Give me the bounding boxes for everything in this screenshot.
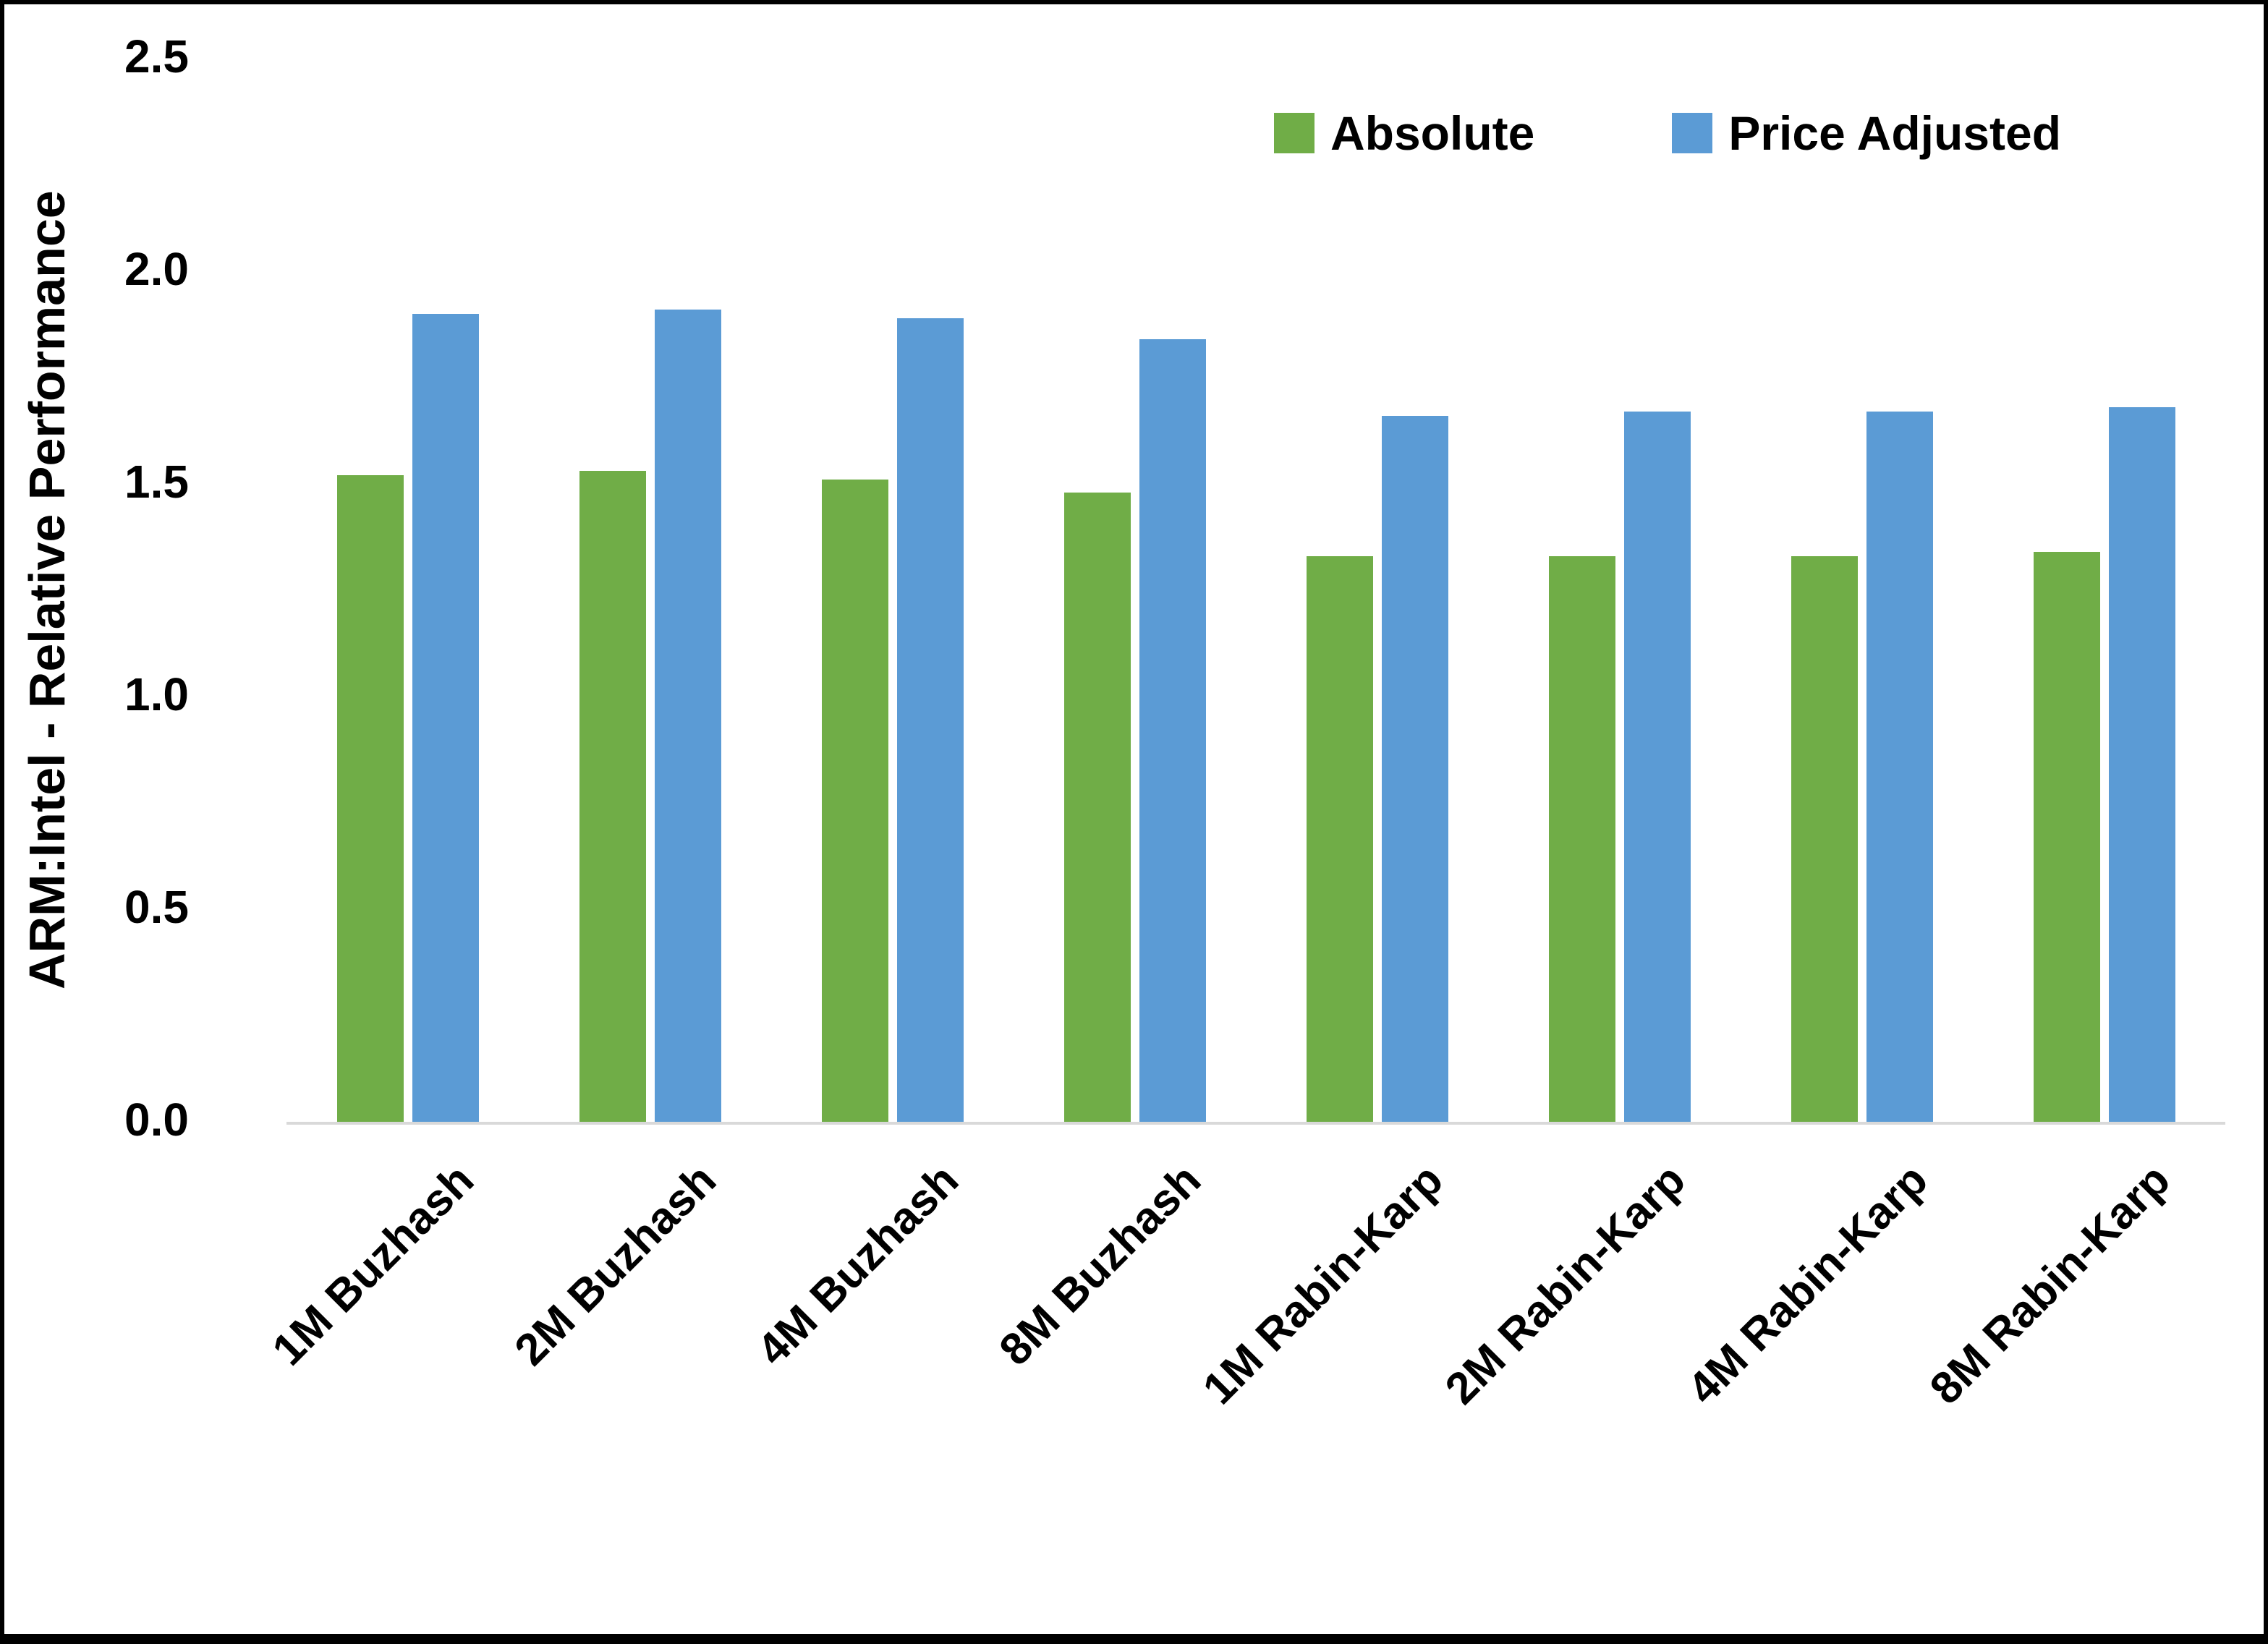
y-axis-tick-label: 2.0 (124, 243, 189, 295)
legend-item-price-adjusted: Price Adjusted (1672, 106, 2061, 161)
bar-absolute-5 (1548, 556, 1615, 1122)
x-axis-label: 1M Rabin-Karp (1193, 1154, 1453, 1414)
bar-absolute-6 (1791, 556, 1858, 1122)
legend-label-absolute: Absolute (1330, 106, 1535, 160)
x-axis-label: 4M Rabin-Karp (1678, 1154, 1937, 1414)
bar-absolute-1 (579, 471, 646, 1122)
bar-absolute-0 (336, 475, 404, 1122)
bar-price-adjusted-1 (654, 310, 721, 1122)
x-axis-label: 8M Rabin-Karp (1920, 1154, 2180, 1414)
bar-price-adjusted-0 (412, 314, 479, 1122)
legend-swatch-absolute-icon (1274, 113, 1314, 153)
x-axis-label: 8M Buzhash (990, 1154, 1210, 1376)
x-axis-line (286, 1122, 2225, 1125)
bar-price-adjusted-3 (1139, 339, 1206, 1122)
y-axis-tick-label: 0.5 (124, 881, 189, 933)
bar-price-adjusted-4 (1381, 416, 1448, 1122)
x-axis-label: 2M Rabin-Karp (1435, 1154, 1695, 1414)
bar-absolute-2 (821, 480, 888, 1122)
bar-price-adjusted-5 (1623, 412, 1691, 1122)
legend-label-price-adjusted: Price Adjusted (1728, 106, 2062, 160)
y-axis-tick-label: 1.0 (124, 668, 189, 720)
bar-price-adjusted-7 (2108, 407, 2175, 1122)
y-axis-tick-label: 0.0 (124, 1094, 189, 1146)
bar-absolute-7 (2033, 552, 2100, 1122)
legend-swatch-price-adjusted-icon (1672, 113, 1713, 153)
chart-canvas: ARM:Intel - Relative Performance Absolut… (4, 4, 2264, 1634)
x-axis-label: 2M Buzhash (505, 1154, 726, 1376)
x-axis-label: 4M Buzhash (747, 1154, 968, 1376)
bar-price-adjusted-6 (1866, 412, 1933, 1122)
bar-absolute-3 (1063, 493, 1131, 1122)
legend-item-absolute: Absolute (1274, 106, 1534, 161)
y-axis-tick-label: 2.5 (124, 30, 189, 82)
y-axis-tick-label: 1.5 (124, 456, 189, 508)
bar-price-adjusted-2 (896, 318, 964, 1122)
bar-absolute-4 (1306, 556, 1373, 1122)
legend: Absolute Price Adjusted (1274, 106, 2061, 161)
x-axis-label: 1M Buzhash (263, 1154, 483, 1376)
y-axis-title: ARM:Intel - Relative Performance (19, 190, 75, 990)
